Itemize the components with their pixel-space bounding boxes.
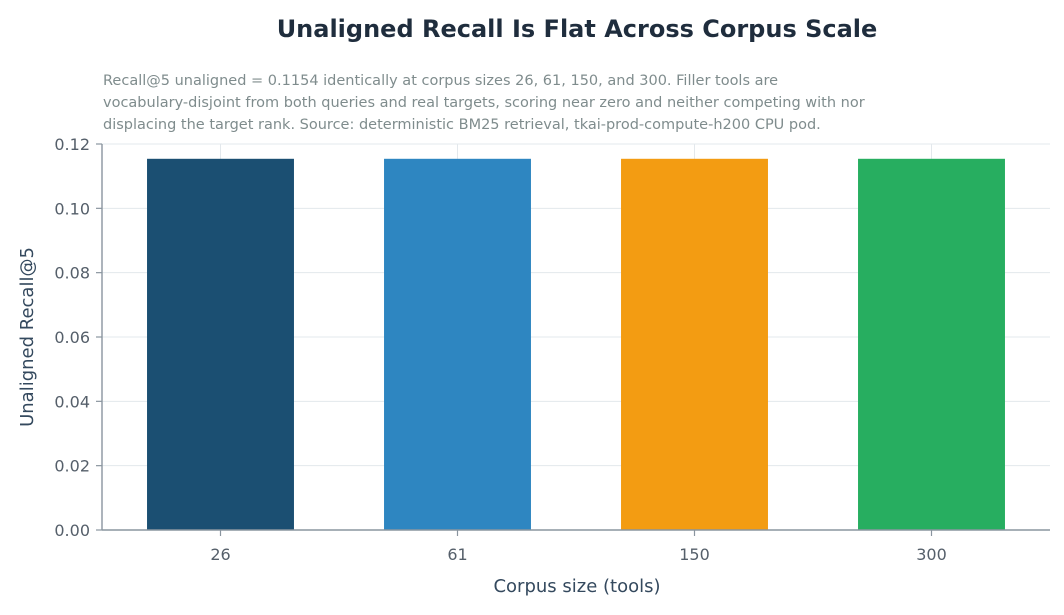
y-tick-label: 0.12: [54, 135, 90, 154]
bar-150: [621, 158, 768, 530]
bar-26: [147, 158, 294, 530]
bars: [147, 158, 1005, 530]
chart-subtitle-line-1: Recall@5 unaligned = 0.1154 identically …: [103, 73, 778, 89]
y-tick-label: 0.08: [54, 264, 90, 283]
y-tick-label: 0.00: [54, 521, 90, 540]
y-tick-label: 0.04: [54, 392, 90, 411]
y-tick-label: 0.10: [54, 199, 90, 218]
x-tick-label: 150: [679, 545, 710, 564]
x-tick-label: 26: [210, 545, 230, 564]
y-axis-label: Unaligned Recall@5: [17, 247, 38, 427]
chart-title: Unaligned Recall Is Flat Across Corpus S…: [277, 15, 878, 43]
y-tick-label: 0.02: [54, 457, 90, 476]
y-tick-label: 0.06: [54, 328, 90, 347]
bar-300: [858, 158, 1005, 530]
chart-subtitle-line-3: displacing the target rank. Source: dete…: [103, 117, 821, 133]
axes: 0.00 0.02 0.04 0.06 0.08 0.10 0.12 26 61 150 300: [54, 135, 1050, 564]
x-tick-label: 61: [447, 545, 467, 564]
x-axis-label: Corpus size (tools): [493, 576, 660, 597]
bar-61: [384, 158, 531, 530]
x-tick-label: 300: [916, 545, 947, 564]
chart-subtitle-line-2: vocabulary-disjoint from both queries an…: [103, 95, 865, 111]
